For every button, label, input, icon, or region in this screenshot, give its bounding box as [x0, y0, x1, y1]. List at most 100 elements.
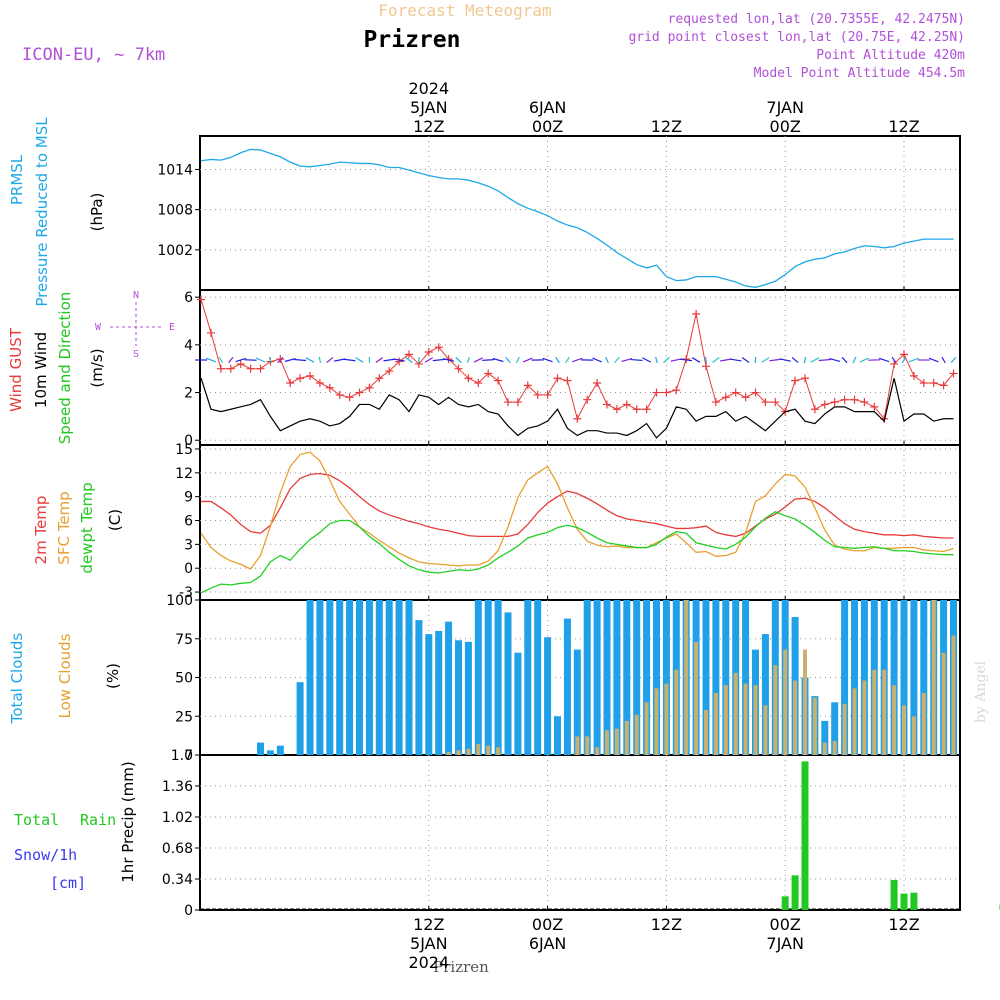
wind-arrow-icon	[741, 357, 750, 363]
total-clouds-bar	[464, 641, 472, 755]
total-clouds-bar	[583, 600, 591, 755]
top-time-label: 2024	[408, 79, 449, 98]
low-clouds-bar	[763, 705, 768, 755]
wind-arrow-icon	[383, 358, 396, 362]
low-clouds-bar	[595, 747, 600, 755]
wind-arrow-icon	[417, 356, 420, 364]
prmsl-label: PRMSL	[8, 154, 26, 205]
watermark: by Angel	[973, 660, 989, 723]
total-clouds-bar	[356, 600, 363, 755]
compass-n: N	[133, 290, 139, 301]
y-tick-label: 1014	[157, 162, 193, 178]
gust-marker	[612, 405, 621, 414]
wind-arrow-icon	[859, 357, 870, 363]
gust-marker	[246, 364, 255, 373]
wind-arrow-icon	[729, 358, 742, 362]
wind-arrow-icon	[941, 356, 946, 364]
clouds-unit: (%)	[104, 663, 122, 689]
low-clouds-bar	[476, 744, 481, 755]
low-clouds-bar	[812, 697, 817, 755]
low-clouds-bar	[446, 751, 451, 755]
total-clouds-bar	[534, 600, 542, 755]
total-clouds-bar	[613, 600, 621, 755]
gust-marker	[315, 379, 324, 387]
wind-arrow-icon	[505, 356, 511, 364]
y-tick-label: 1.02	[162, 810, 193, 826]
total-clouds-bar	[860, 600, 868, 755]
model-altitude: Model Point Altitude 454.5m	[754, 66, 965, 81]
wind-arrow-icon	[555, 356, 560, 364]
wind-arrow-icon	[592, 357, 602, 363]
total-clouds-bar	[504, 612, 512, 755]
total-clouds-bar	[266, 750, 274, 755]
low-clouds-bar	[902, 705, 906, 755]
total-clouds-bar	[563, 618, 571, 755]
total-clouds-bar	[375, 600, 383, 755]
gust-marker	[424, 348, 433, 356]
low-clouds-bar	[585, 736, 590, 755]
wind-arrow-icon	[810, 357, 820, 363]
temperature-panel: -3 0 3 6 9 12 15	[175, 442, 961, 601]
total-clouds-bar	[633, 600, 641, 755]
gust-marker	[652, 388, 661, 397]
rain-bar	[910, 892, 918, 910]
bottom-time-label: 12Z	[651, 915, 682, 934]
gust-marker	[197, 295, 206, 304]
wind-arrow-icon	[343, 358, 356, 362]
gust-marker	[533, 390, 542, 399]
low-clouds-bar	[911, 716, 916, 755]
total-clouds-bar	[702, 600, 710, 755]
wind-arrow-icon	[277, 356, 284, 364]
rain-bar	[781, 896, 789, 910]
bottom-time-label: 00Z	[532, 915, 563, 934]
gust-marker	[672, 386, 681, 395]
low-clouds-bar	[456, 750, 461, 755]
y-tick-label: 0	[184, 903, 193, 919]
gust-marker	[801, 374, 809, 383]
gust-marker	[335, 390, 344, 399]
y-tick-label: 75	[175, 632, 193, 648]
total-clouds-bar	[484, 600, 492, 755]
total-clouds-bar	[573, 649, 581, 755]
gust-marker	[939, 381, 948, 390]
precipitation-frame	[199, 754, 961, 911]
y-tick-label: 4	[184, 338, 193, 354]
low-clouds-bar	[605, 730, 609, 755]
footer-location: Prizren	[433, 958, 489, 976]
wind-arrow-icon	[522, 357, 533, 363]
gust-marker	[325, 383, 334, 392]
rain-bar	[890, 879, 898, 910]
total-clouds-bar	[306, 600, 314, 755]
total-clouds-bar	[296, 682, 304, 755]
subtitle: Forecast Meteogram	[378, 1, 551, 20]
total-clouds-bar	[276, 745, 284, 755]
total-clouds-bar	[841, 600, 849, 755]
wind-arrow-icon	[841, 356, 848, 364]
total-clouds-bar	[346, 600, 354, 755]
gust-marker	[632, 405, 641, 414]
wind-arrow-icon	[705, 356, 707, 364]
wind-arrow-icon	[720, 358, 732, 362]
total-clouds-bar	[920, 600, 928, 755]
gust-marker	[513, 398, 522, 407]
gust-marker	[751, 388, 760, 397]
low-clouds-bar	[931, 600, 936, 755]
wind-arrow-icon	[761, 357, 770, 363]
point-altitude: Point Altitude 420m	[816, 48, 965, 63]
wind-arrow-icon	[482, 359, 495, 361]
requested-coords: requested lon,lat (20.7355E, 42.2475N)	[668, 12, 965, 27]
low-clouds-bar	[704, 710, 708, 755]
total-clouds-bar	[643, 600, 651, 755]
wind-arrow-icon	[405, 357, 413, 363]
total-clouds-bar	[603, 600, 611, 755]
wind-arrow-icon	[432, 358, 445, 362]
low-clouds-bar	[803, 649, 807, 755]
total-clouds-bar	[712, 600, 720, 755]
gust-marker	[395, 357, 404, 366]
gust-marker	[355, 388, 364, 397]
low-clouds-bar	[832, 741, 837, 755]
wind-arrow-icon	[605, 356, 609, 364]
total-clouds-bar	[257, 742, 264, 755]
gust-marker	[573, 414, 582, 423]
